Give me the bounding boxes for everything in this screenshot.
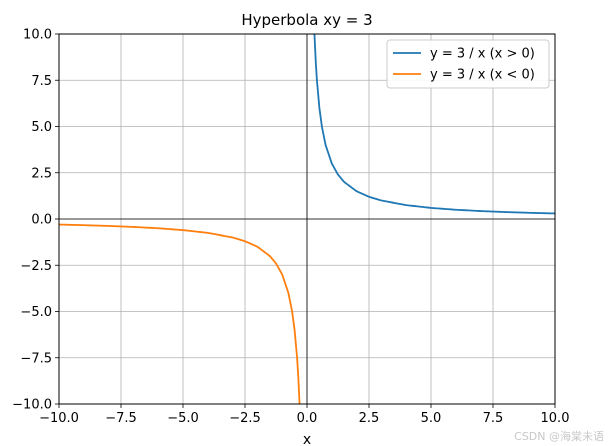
y-tick-label: 0.0 <box>31 213 52 228</box>
y-tick-label: 5.0 <box>31 120 52 135</box>
x-tick-label: −2.5 <box>229 411 261 426</box>
y-tick-label: −7.5 <box>20 351 52 366</box>
series-lines <box>58 33 556 405</box>
y-tick-label: 10.0 <box>23 28 52 43</box>
x-tick-label: −10.0 <box>39 411 79 426</box>
y-tick-label: −10.0 <box>12 398 52 413</box>
y-tick-label: −5.0 <box>20 305 52 320</box>
x-tick-label: 5.0 <box>421 411 442 426</box>
series-line-2 <box>58 223 301 405</box>
x-tick-label: −7.5 <box>105 411 137 426</box>
reference-lines <box>59 34 555 404</box>
legend: y = 3 / x (x > 0) y = 3 / x (x < 0) <box>386 39 550 89</box>
y-tick-label: 7.5 <box>31 74 52 89</box>
x-tick-label: 2.5 <box>359 411 380 426</box>
x-tick-label: −5.0 <box>167 411 199 426</box>
x-tick-label: 0.0 <box>297 411 318 426</box>
series-line-1 <box>313 33 556 215</box>
x-tick-label: 10.0 <box>541 411 570 426</box>
legend-label: y = 3 / x (x < 0) <box>430 68 535 83</box>
x-axis-label: x <box>303 432 311 446</box>
x-axis-ticks: −10.0 −7.5 −5.0 −2.5 0.0 2.5 5.0 7.5 10.0 <box>39 404 569 426</box>
x-tick-label: 7.5 <box>483 411 504 426</box>
watermark-text: CSDN @海棠未语 <box>514 429 604 443</box>
y-tick-label: −2.5 <box>20 259 52 274</box>
legend-box <box>386 39 550 89</box>
y-tick-label: 2.5 <box>31 166 52 181</box>
legend-label: y = 3 / x (x > 0) <box>430 47 535 62</box>
chart-title: Hyperbola xy = 3 <box>241 11 372 29</box>
y-axis-ticks: −10.0 −7.5 −5.0 −2.5 0.0 2.5 5.0 7.5 10.0 <box>12 28 59 413</box>
